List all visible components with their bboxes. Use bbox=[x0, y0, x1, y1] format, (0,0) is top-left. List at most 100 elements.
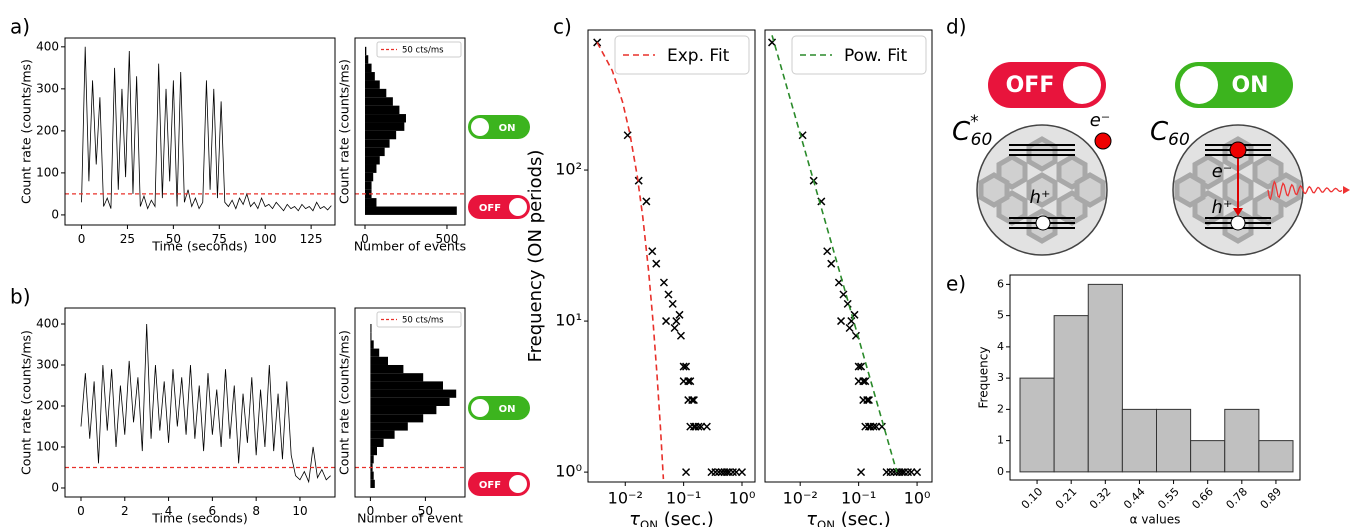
scatter-marker bbox=[676, 331, 685, 340]
legend-label: 50 cts/ms bbox=[402, 316, 444, 326]
scatter-marker bbox=[664, 290, 673, 299]
molecule-label: C* 60 bbox=[952, 112, 992, 150]
x-tick-label: 8 bbox=[252, 504, 260, 518]
chart: Exp. Fit 10⁻² 10⁻¹ 10⁰ 10⁰ 10¹ 10² τON (sec.) Fr… bbox=[525, 29, 756, 527]
y-tick-label: 10¹ bbox=[555, 311, 582, 330]
scatter-marker bbox=[694, 422, 703, 431]
legend-box bbox=[614, 35, 750, 75]
bar bbox=[1121, 408, 1157, 473]
scatter-marker bbox=[662, 317, 671, 326]
histogram-bar bbox=[370, 364, 404, 374]
histogram-bar bbox=[370, 414, 424, 423]
y-tick-label: 0 bbox=[51, 207, 59, 221]
histogram-bar bbox=[365, 139, 390, 148]
panel-label: c) bbox=[553, 15, 572, 39]
bar bbox=[1224, 408, 1260, 473]
histogram-bar bbox=[365, 172, 374, 182]
histogram-bar bbox=[370, 389, 457, 398]
y-tick-label: 3 bbox=[997, 371, 1004, 384]
label-base: C bbox=[1150, 117, 1169, 147]
scatter-marker bbox=[593, 38, 602, 47]
histogram-bar bbox=[365, 63, 372, 73]
scatter-marker bbox=[702, 422, 711, 431]
histogram-bar bbox=[365, 72, 375, 81]
bar bbox=[1087, 283, 1123, 473]
scatter-marker bbox=[839, 290, 848, 299]
y-tick-label: 6 bbox=[997, 277, 1004, 290]
x-axis-label: α values bbox=[1130, 513, 1181, 527]
scatter-marker bbox=[668, 299, 677, 308]
scatter-marker bbox=[854, 362, 863, 371]
y-tick-label: 200 bbox=[36, 123, 59, 137]
scatter-marker bbox=[897, 468, 906, 477]
histogram-bar bbox=[365, 122, 405, 131]
x-tick-label: 50 bbox=[166, 232, 181, 246]
y-tick-label: 0 bbox=[997, 465, 1004, 478]
hole-label: h⁺ bbox=[1212, 197, 1233, 218]
scatter-marker bbox=[659, 278, 668, 287]
x-tick-label: 0.78 bbox=[1224, 485, 1251, 512]
scatter-marker bbox=[686, 377, 695, 386]
scatter-marker bbox=[903, 468, 913, 477]
histogram-bar bbox=[365, 130, 397, 140]
scatter-marker bbox=[670, 323, 679, 333]
y-axis-label: Frequency (ON periods) bbox=[525, 150, 546, 363]
histogram-bar bbox=[370, 340, 374, 349]
scatter-marker bbox=[684, 377, 693, 386]
chart: 0.10 0.21 0.32 0.44 0.55 0.66 0.78 0.89 0 1 2 3 4 5 6 α… bbox=[977, 274, 1301, 527]
x-tick-label: 500 bbox=[436, 232, 459, 246]
y-tick-label: 0 bbox=[51, 480, 59, 494]
y-tick-label: 100 bbox=[36, 439, 59, 453]
x-tick-label: 10 bbox=[292, 504, 307, 518]
histogram-bar bbox=[365, 147, 385, 157]
histogram-bar bbox=[370, 397, 450, 406]
histogram-bar bbox=[365, 105, 400, 115]
x-tick-label: 125 bbox=[300, 232, 323, 246]
scatter-marker bbox=[737, 468, 747, 477]
histogram-bar bbox=[370, 356, 388, 365]
label-sub: 60 bbox=[971, 130, 993, 150]
x-tick-label: 6 bbox=[209, 504, 217, 518]
arrow-head bbox=[1233, 208, 1243, 216]
label-unit: (sec.) bbox=[835, 509, 891, 527]
y-tick-label: 1 bbox=[997, 434, 1004, 447]
scatter-marker bbox=[689, 396, 698, 405]
legend-box bbox=[376, 311, 462, 328]
histogram-bar bbox=[365, 206, 457, 215]
fullerene-ring bbox=[1174, 172, 1206, 208]
panel-label: a) bbox=[10, 15, 30, 39]
x-tick-label: 100 bbox=[254, 232, 277, 246]
legend-box bbox=[376, 41, 462, 58]
x-axis-label: τON (sec.) bbox=[806, 509, 891, 527]
histogram-bar bbox=[365, 97, 393, 106]
x-tick-label: 2 bbox=[121, 504, 129, 518]
fullerene-ring bbox=[1026, 172, 1058, 208]
x-tick-label: 0 bbox=[361, 232, 369, 246]
histogram-bar bbox=[370, 430, 395, 439]
histogram-bar bbox=[370, 373, 424, 382]
y-tick-label: 100 bbox=[36, 165, 59, 179]
x-tick-label: 0 bbox=[367, 504, 375, 518]
bar bbox=[1053, 315, 1089, 473]
toggle-knob bbox=[1063, 66, 1101, 104]
scatter-marker bbox=[837, 317, 846, 326]
y-tick-label: 400 bbox=[36, 39, 59, 53]
fit-line bbox=[596, 42, 665, 480]
electron-label: e⁻ bbox=[1090, 110, 1111, 131]
scatter-marker bbox=[864, 396, 873, 405]
y-tick-label: 4 bbox=[997, 340, 1004, 353]
scatter-marker bbox=[675, 310, 684, 319]
plot-frame bbox=[1009, 274, 1301, 481]
y-tick-label: 300 bbox=[36, 81, 59, 95]
label-base: C bbox=[952, 117, 971, 147]
histogram-bar bbox=[365, 164, 377, 173]
histogram-bar bbox=[365, 156, 380, 165]
trace-line bbox=[80, 323, 331, 484]
panel-label: d) bbox=[946, 15, 967, 39]
scatter-marker bbox=[861, 377, 870, 386]
histogram-bar bbox=[370, 438, 384, 447]
x-tick-label: 10⁻¹ bbox=[841, 489, 876, 508]
